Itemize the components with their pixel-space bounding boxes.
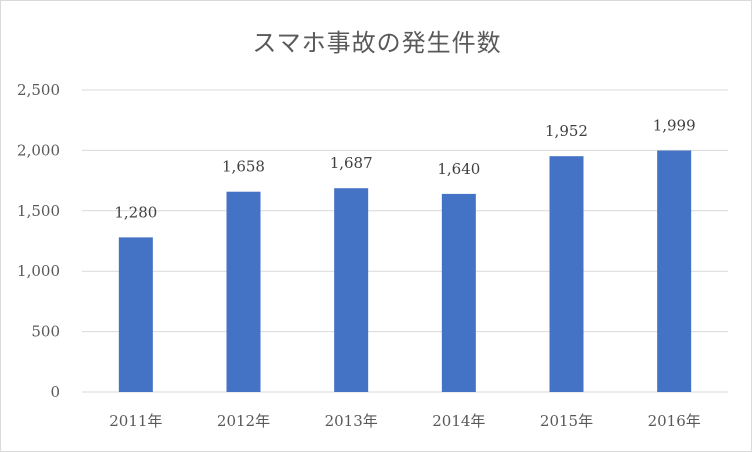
x-tick-label: 2012年 bbox=[217, 412, 270, 430]
x-tick-label: 2011年 bbox=[109, 412, 162, 430]
y-tick-label: 1,500 bbox=[17, 202, 60, 220]
y-tick-label: 1,000 bbox=[17, 262, 60, 280]
bar bbox=[441, 193, 476, 392]
x-tick-label: 2014年 bbox=[432, 412, 485, 430]
y-tick-label: 2,500 bbox=[17, 81, 60, 99]
x-tick-label: 2013年 bbox=[325, 412, 378, 430]
data-label: 1,658 bbox=[222, 158, 265, 176]
bar bbox=[226, 191, 261, 392]
data-label: 1,280 bbox=[114, 203, 157, 221]
data-label: 1,640 bbox=[437, 160, 480, 178]
data-label: 1,687 bbox=[330, 154, 373, 172]
x-tick-label: 2016年 bbox=[648, 412, 701, 430]
data-label: 1,952 bbox=[545, 122, 588, 140]
bar bbox=[549, 156, 584, 392]
y-tick-label: 500 bbox=[31, 323, 60, 341]
bar bbox=[657, 150, 692, 392]
data-label: 1,999 bbox=[653, 117, 696, 135]
chart-title: スマホ事故の発生件数 bbox=[252, 29, 502, 57]
bar bbox=[118, 237, 153, 392]
x-tick-label: 2015年 bbox=[540, 412, 593, 430]
y-tick-label: 0 bbox=[50, 383, 60, 401]
y-tick-label: 2,000 bbox=[17, 141, 60, 159]
bar bbox=[334, 188, 369, 392]
